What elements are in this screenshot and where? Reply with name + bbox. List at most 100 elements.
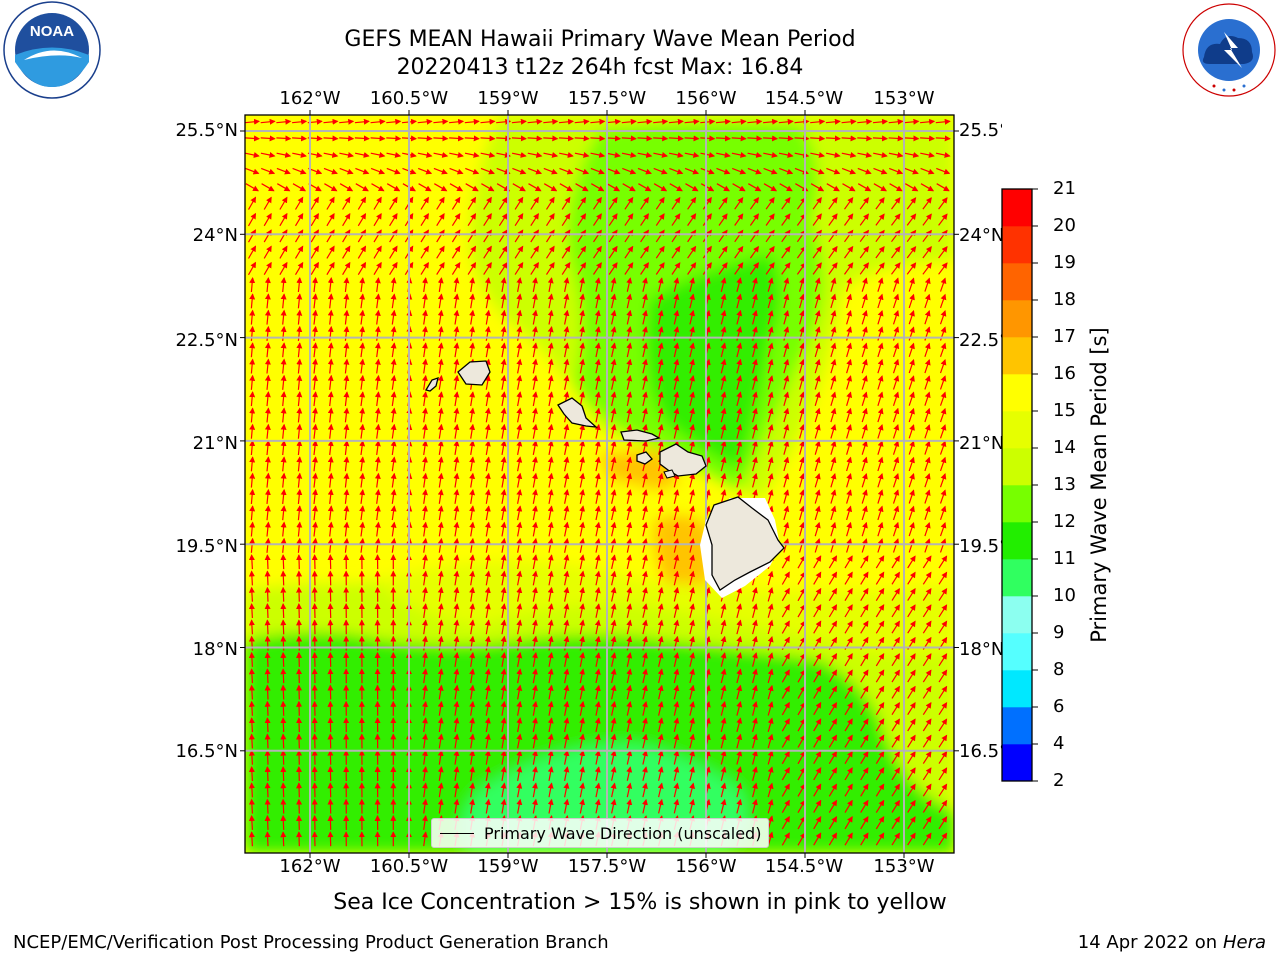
wave-arrow — [621, 135, 637, 142]
wave-arrow — [892, 293, 900, 309]
wave-arrow — [465, 167, 480, 175]
wave-arrow — [389, 229, 398, 243]
wave-arrow — [437, 342, 444, 358]
wave-arrow — [828, 262, 838, 275]
wave-arrow — [700, 183, 715, 192]
wave-arrow — [747, 167, 762, 175]
wave-arrow — [642, 309, 648, 325]
wave-arrow — [938, 246, 948, 259]
wave-arrow — [673, 293, 680, 309]
wave-arrow — [323, 118, 339, 125]
wave-arrow — [263, 229, 272, 243]
wave-arrow — [422, 358, 428, 374]
wave-arrow — [671, 229, 681, 243]
wave-arrow — [594, 358, 601, 374]
colorbar-tick-label: 17 — [1053, 326, 1076, 347]
lon-label: 162°W — [279, 88, 341, 109]
wave-arrow — [574, 135, 590, 142]
wave-arrow — [374, 358, 381, 374]
wave-arrow — [545, 213, 555, 227]
lat-label: 16.5°N — [959, 741, 1002, 762]
wave-arrow — [574, 118, 590, 125]
wave-arrow — [752, 309, 758, 325]
wave-arrow — [655, 229, 665, 243]
wave-arrow — [453, 358, 460, 374]
colorbar-bin — [1002, 522, 1032, 560]
lat-label: 19.5°N — [959, 536, 1002, 557]
wave-arrow — [434, 183, 448, 192]
wave-arrow — [417, 152, 433, 158]
lat-label: 22.5°N — [175, 330, 238, 351]
wave-arrow — [280, 358, 287, 374]
wave-arrow — [326, 196, 335, 210]
colorbar-tick-label: 21 — [1053, 178, 1076, 199]
wave-arrow — [530, 213, 539, 227]
wave-arrow — [844, 213, 854, 226]
wave-arrow — [516, 277, 523, 293]
wave-arrow — [279, 229, 288, 243]
wave-arrow — [453, 293, 460, 309]
wave-arrow — [574, 152, 590, 158]
wave-arrow — [260, 152, 276, 158]
wave-arrow — [374, 277, 381, 292]
wave-arrow — [279, 245, 288, 259]
wave-arrow — [778, 118, 794, 125]
wave-arrow — [467, 261, 477, 275]
wave-arrow — [606, 135, 622, 142]
legend-label: Primary Wave Direction (unscaled) — [484, 823, 762, 843]
wave-arrow — [799, 293, 805, 309]
wave-arrow — [276, 135, 292, 142]
wave-arrow — [875, 197, 885, 210]
wave-arrow — [280, 782, 287, 798]
wave-arrow — [626, 293, 633, 309]
wave-arrow — [561, 196, 571, 210]
wave-arrow — [626, 358, 633, 374]
wave-arrow — [783, 277, 790, 292]
wave-arrow — [483, 213, 492, 227]
wave-arrow — [922, 229, 932, 243]
wave-arrow — [637, 135, 653, 142]
wave-arrow — [752, 277, 758, 292]
wave-arrow — [264, 668, 271, 684]
wave-arrow — [606, 183, 621, 192]
legend-line-swatch — [440, 832, 474, 834]
wave-arrow — [563, 293, 570, 309]
wave-arrow — [248, 831, 255, 847]
wave-arrow — [889, 183, 903, 192]
wave-arrow — [577, 245, 587, 259]
wave-arrow — [260, 167, 276, 175]
wave-arrow — [920, 167, 935, 175]
colorbar-bin — [1002, 596, 1032, 634]
wave-arrow — [715, 118, 731, 125]
wave-arrow — [449, 167, 464, 175]
wave-arrow — [373, 245, 382, 259]
wave-arrow — [342, 245, 351, 259]
wave-arrow — [280, 749, 287, 765]
wave-arrow — [736, 293, 743, 309]
colorbar-tick-label: 15 — [1053, 400, 1076, 421]
wave-arrow — [512, 183, 526, 192]
wave-arrow — [436, 213, 445, 227]
wave-arrow — [657, 277, 664, 292]
wave-arrow — [342, 212, 351, 227]
wave-arrow — [908, 310, 915, 325]
wave-arrow — [794, 118, 810, 125]
wave-arrow — [891, 229, 901, 243]
wave-arrow — [875, 245, 885, 259]
wave-arrow — [673, 358, 680, 374]
wave-arrow — [781, 245, 791, 259]
wave-arrow — [357, 261, 367, 276]
lat-label: 18°N — [959, 639, 1002, 660]
wave-arrow — [343, 342, 350, 358]
wave-arrow — [469, 293, 476, 309]
wave-arrow — [276, 167, 291, 175]
wave-arrow — [781, 229, 791, 243]
wave-arrow — [420, 229, 429, 243]
wave-arrow — [263, 196, 272, 210]
wave-arrow — [767, 293, 774, 309]
wave-arrow — [637, 118, 653, 125]
wave-arrow — [512, 167, 527, 175]
wave-arrow — [389, 261, 398, 276]
wave-arrow — [668, 152, 684, 158]
